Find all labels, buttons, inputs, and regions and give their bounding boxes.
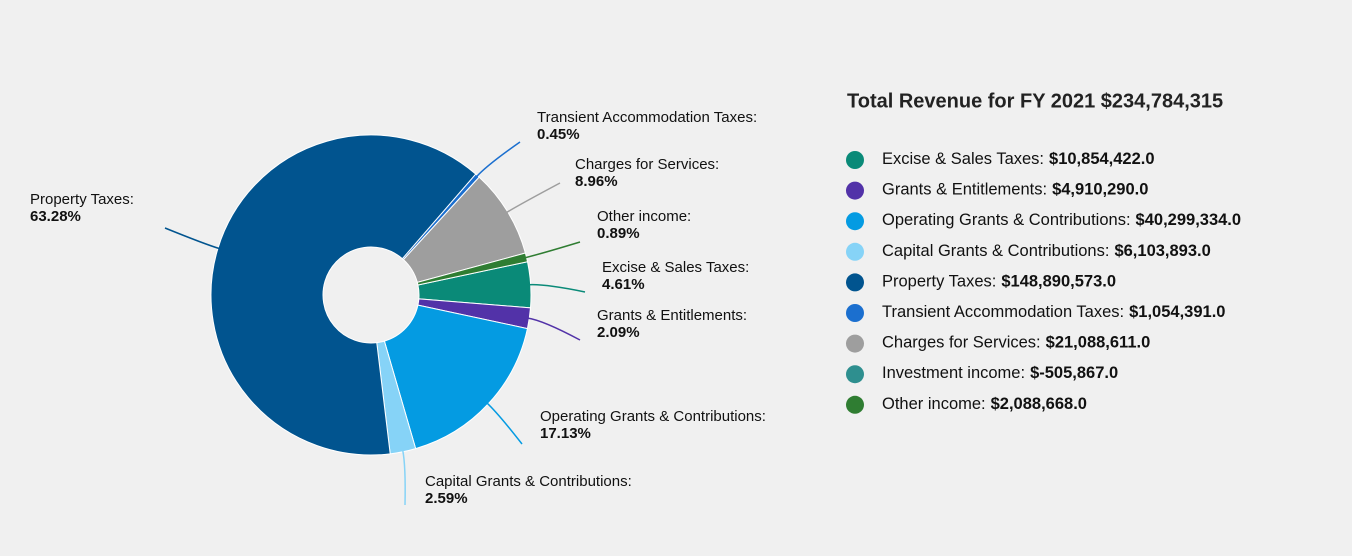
legend-title: Total Revenue for FY 2021 $234,784,315	[847, 90, 1223, 112]
legend-item: Charges for Services: $21,088,611.0	[882, 334, 1150, 352]
slice-label: Excise & Sales Taxes:	[602, 259, 749, 276]
legend-item: Grants & Entitlements: $4,910,290.0	[882, 181, 1148, 199]
legend-item: Excise & Sales Taxes: $10,854,422.0	[882, 150, 1155, 168]
leader-line	[475, 141, 521, 178]
legend-value: $40,299,334.0	[1136, 212, 1242, 230]
legend-name: Transient Accommodation Taxes:	[882, 303, 1124, 321]
legend-swatch	[846, 242, 864, 261]
legend-name: Operating Grants & Contributions:	[882, 212, 1131, 230]
legend-name: Capital Grants & Contributions:	[882, 242, 1109, 260]
leader-line	[164, 227, 221, 250]
slice-label: Other income:	[597, 208, 691, 225]
legend-value: $6,103,893.0	[1114, 242, 1210, 260]
slice-label: Capital Grants & Contributions:	[425, 473, 632, 490]
legend-swatch	[846, 181, 864, 200]
pie-slice	[383, 304, 529, 450]
slice-percent: 2.59%	[425, 490, 468, 507]
legend-swatch	[846, 151, 864, 169]
legend-swatch	[846, 273, 864, 292]
legend-value: $-505,867.0	[1030, 365, 1118, 383]
slice-percent: 17.13%	[540, 425, 591, 442]
legend-name: Other income:	[882, 395, 986, 413]
slice-label: Operating Grants & Contributions:	[540, 408, 766, 425]
legend-name: Property Taxes:	[882, 273, 996, 291]
legend-item: Investment income: $-505,867.0	[882, 365, 1118, 383]
legend-item: Transient Accommodation Taxes: $1,054,391…	[882, 303, 1225, 321]
legend-item: Capital Grants & Contributions: $6,103,89…	[882, 242, 1211, 260]
slice-label: Transient Accommodation Taxes:	[537, 109, 757, 126]
legend-name: Excise & Sales Taxes:	[882, 150, 1044, 168]
legend-value: $21,088,611.0	[1046, 334, 1151, 352]
legend-swatch	[846, 365, 864, 384]
slice-percent: 63.28%	[30, 208, 81, 225]
slice-label: Charges for Services:	[575, 156, 719, 173]
slice-percent: 0.89%	[597, 225, 640, 242]
pie-slice	[416, 252, 529, 286]
legend-swatch	[846, 212, 864, 231]
slice-percent: 8.96%	[575, 173, 618, 190]
legend-item: Property Taxes: $148,890,573.0	[882, 273, 1116, 291]
legend-value: $4,910,290.0	[1052, 181, 1148, 199]
legend-swatch	[846, 334, 864, 353]
pie-slice	[210, 134, 477, 456]
leader-line	[524, 241, 581, 259]
slice-label: Property Taxes:	[30, 191, 134, 208]
slice-percent: 4.61%	[602, 276, 645, 293]
slice-percent: 2.09%	[597, 324, 640, 341]
legend-swatch	[846, 304, 864, 322]
legend-item: Operating Grants & Contributions: $40,299…	[882, 212, 1241, 230]
legend-value: $10,854,422.0	[1049, 150, 1155, 168]
slice-label: Grants & Entitlements:	[597, 307, 747, 324]
leader-line	[486, 402, 523, 445]
legend-swatch	[846, 395, 864, 414]
legend-value: $148,890,573.0	[1001, 273, 1116, 291]
legend-item: Other income: $2,088,668.0	[882, 395, 1087, 413]
slice-percent: 0.45%	[537, 126, 580, 143]
legend-name: Charges for Services:	[882, 334, 1041, 352]
legend-name: Grants & Entitlements:	[882, 181, 1047, 199]
legend-value: $1,054,391.0	[1129, 303, 1225, 321]
leader-line	[505, 182, 561, 214]
leader-line	[401, 449, 406, 506]
legend-name: Investment income:	[882, 365, 1025, 383]
leader-line	[528, 283, 586, 293]
legend-value: $2,088,668.0	[991, 395, 1087, 413]
leader-line	[527, 317, 581, 341]
